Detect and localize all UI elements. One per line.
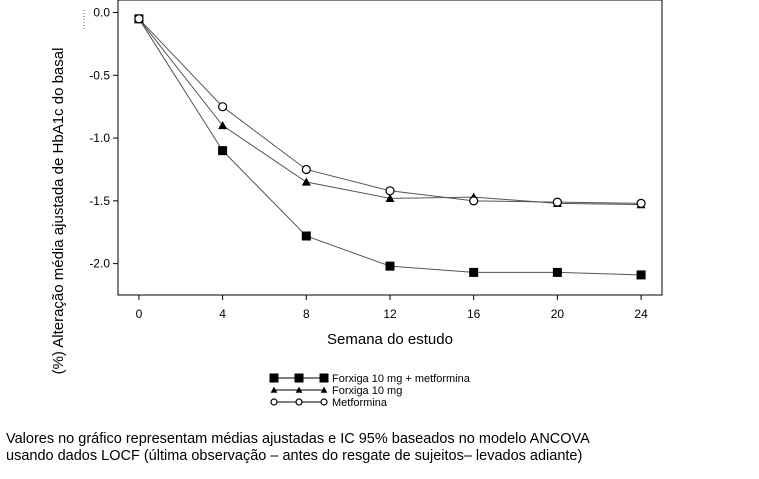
series-2-point [385, 193, 395, 202]
legend-marker [270, 386, 278, 393]
y-tick-label: -1.0 [89, 131, 110, 145]
series-3-point [552, 197, 562, 207]
series-3-point [636, 198, 646, 208]
x-tick-label: 4 [219, 307, 226, 321]
legend-entry-1: Forxiga 10 mg + metformina [269, 373, 471, 385]
series-layer [134, 14, 646, 280]
legend-marker [269, 373, 279, 383]
y-tick-label: -2.0 [89, 257, 110, 271]
legend-marker [320, 386, 328, 393]
x-tick-label: 8 [303, 307, 310, 321]
series-2-point [218, 121, 228, 130]
x-tick-label: 20 [551, 307, 565, 321]
series-1-point [469, 267, 479, 277]
series-3-point [301, 164, 311, 175]
series-2-point [301, 177, 311, 186]
y-tick-label: 0.0 [93, 6, 110, 20]
legend-marker [270, 398, 278, 406]
chart-caption: Valores no gráfico representam médias aj… [6, 431, 754, 465]
y-tick-label: -1.5 [89, 194, 110, 208]
caption-line-2: usando dados LOCF (última observação – a… [6, 448, 583, 464]
legend-label: Metformina [332, 397, 388, 409]
legend-marker [295, 386, 303, 393]
x-tick-label: 24 [634, 307, 648, 321]
series-line-1 [138, 18, 642, 276]
series-1-point [218, 146, 228, 156]
legend-marker [295, 398, 303, 406]
x-axis: 0 4 8 12 16 20 24 [136, 295, 648, 321]
y-tick-label: -0.5 [89, 68, 110, 82]
series-line-2 [138, 18, 642, 206]
series-1-point [552, 267, 562, 277]
series-3-point [469, 196, 479, 206]
series-1-point [636, 270, 646, 280]
series-1-point [301, 231, 311, 241]
plot-area-frame [117, 0, 663, 296]
x-axis-title: Semana do estudo [327, 331, 453, 348]
caption-line-1: Valores no gráfico representam médias aj… [6, 431, 590, 447]
series-line-3 [138, 18, 642, 204]
legend-marker [320, 398, 328, 406]
legend-entry-3: Metformina [270, 397, 388, 409]
series-3-point [385, 186, 395, 196]
y-axis: 0.0 -0.5 -1.0 -1.5 -2.0 [89, 6, 118, 271]
x-tick-label: 16 [467, 307, 481, 321]
series-3-point [218, 102, 228, 112]
line-chart: 0.0 -0.5 -1.0 -1.5 -2.0 0 4 8 12 16 20 24 Semana d… [50, 0, 663, 409]
series-1-point [385, 261, 395, 271]
legend-label: Forxiga 10 mg + metformina [332, 373, 471, 385]
series-3-point [134, 14, 144, 24]
legend-label: Forxiga 10 mg [332, 385, 402, 397]
legend-entry-2: Forxiga 10 mg [270, 385, 402, 397]
legend-marker [319, 373, 329, 383]
y-axis-title: (%) Alteração média ajustada de HbA1c do… [50, 48, 67, 375]
x-tick-label: 0 [136, 307, 143, 321]
legend-marker [294, 373, 304, 383]
x-tick-label: 12 [383, 307, 397, 321]
